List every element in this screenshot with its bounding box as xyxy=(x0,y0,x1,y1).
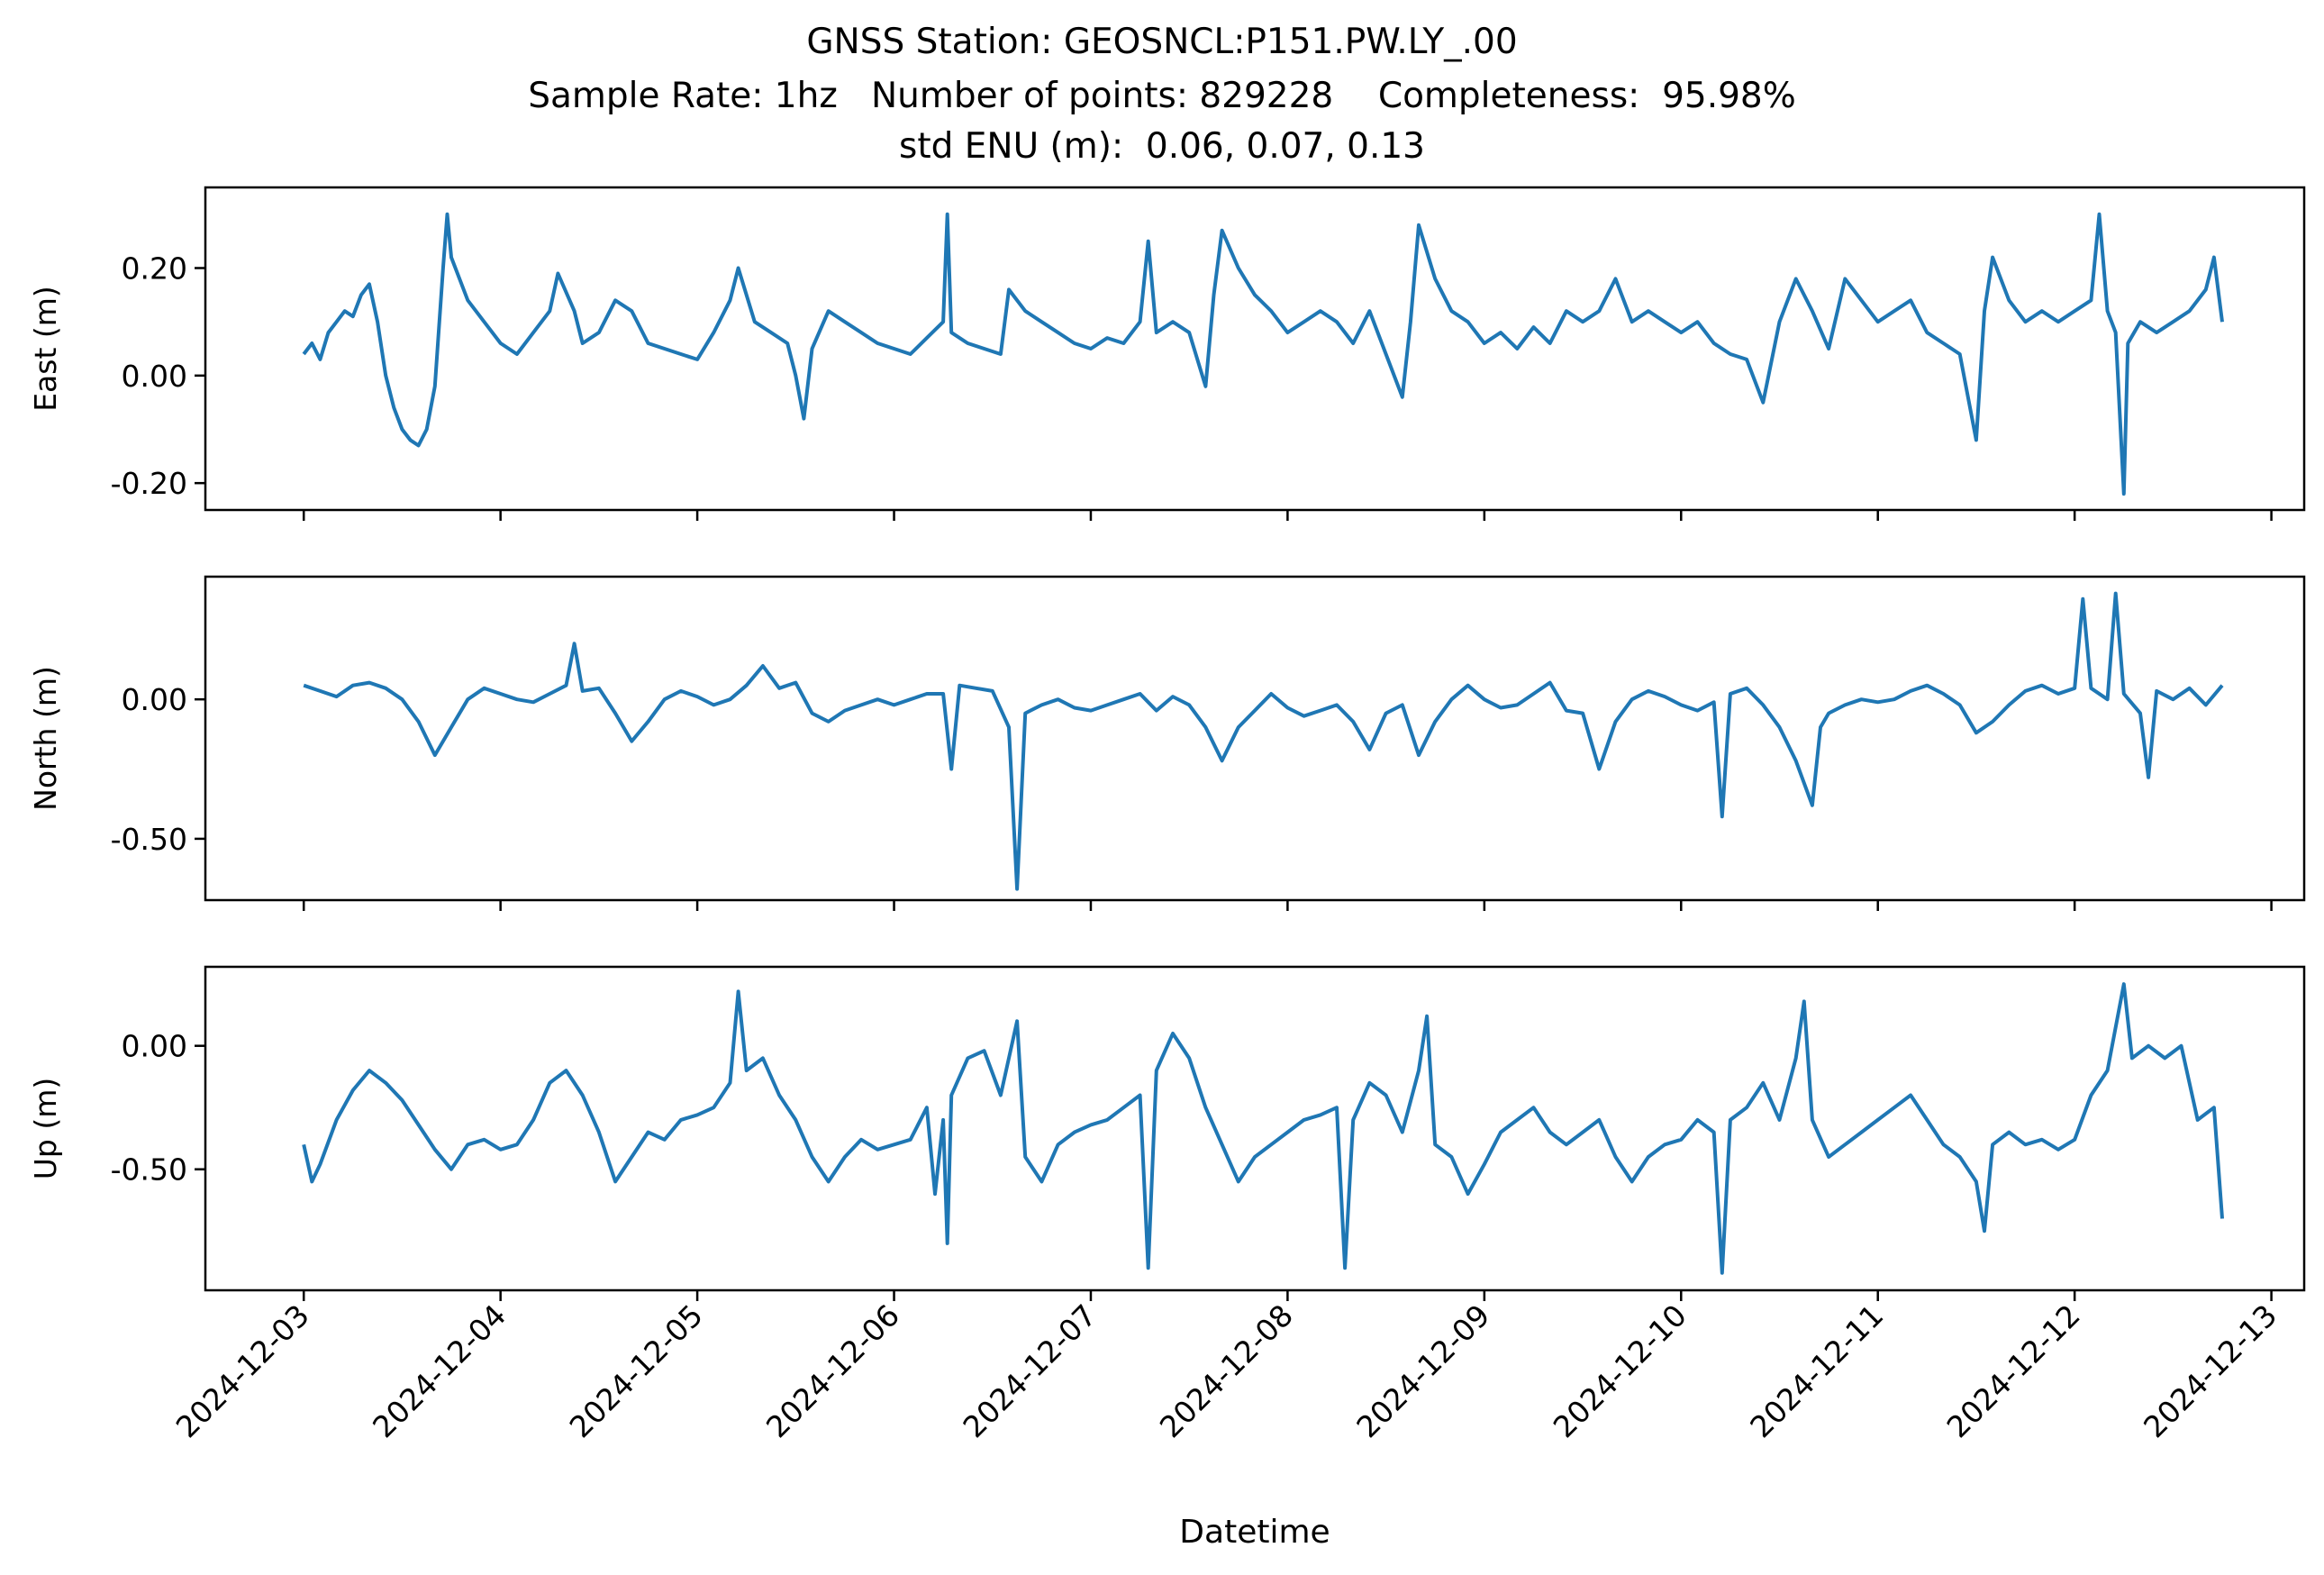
east-ytick-label: -0.20 xyxy=(111,466,187,501)
xtick-label: 2024-12-13 xyxy=(2137,1297,2283,1444)
xtick-label: 2024-12-07 xyxy=(956,1297,1103,1444)
north-series-line xyxy=(303,591,2224,891)
xtick-label: 2024-12-12 xyxy=(1940,1297,2087,1444)
chart-std-line: std ENU (m): 0.06, 0.07, 0.13 xyxy=(899,126,1425,167)
up-series-line xyxy=(302,982,2224,1275)
east-ytick-label: 0.20 xyxy=(122,251,187,287)
xtick-label: 2024-12-10 xyxy=(1547,1297,1693,1444)
north-ytick-label: -0.50 xyxy=(111,822,187,857)
xtick-label: 2024-12-08 xyxy=(1153,1297,1300,1444)
xtick-label: 2024-12-03 xyxy=(169,1297,316,1444)
panel-up: -0.50 0.00 Up (m) 2024-12-03 2024-12-04 2024-… xyxy=(28,965,2306,1444)
up-axes-frame xyxy=(204,965,2306,1292)
east-series-line xyxy=(302,212,2224,496)
xtick-label: 2024-12-06 xyxy=(759,1297,906,1444)
up-ytick-label: 0.00 xyxy=(122,1029,187,1064)
x-axis-label: Datetime xyxy=(1179,1514,1330,1551)
chart-title: GNSS Station: GEOSNCL:P151.PW.LY_.00 xyxy=(806,22,1518,62)
up-y-axis-label: Up (m) xyxy=(28,1078,63,1180)
chart-subtitle: Sample Rate: 1hz Number of points: 82922… xyxy=(528,76,1796,116)
xtick-label: 2024-12-09 xyxy=(1349,1297,1496,1444)
panel-north: -0.50 0.00 North (m) xyxy=(28,575,2306,911)
xtick-label: 2024-12-05 xyxy=(563,1297,710,1444)
north-ytick-label: 0.00 xyxy=(122,682,187,717)
east-axes-frame xyxy=(204,186,2306,512)
north-y-axis-label: North (m) xyxy=(28,666,63,811)
panel-east: -0.20 0.00 0.20 East (m) xyxy=(28,186,2306,521)
east-y-axis-label: East (m) xyxy=(28,286,63,412)
north-axes-frame xyxy=(204,575,2306,902)
east-ytick-label: 0.00 xyxy=(122,359,187,394)
xtick-label: 2024-12-11 xyxy=(1743,1297,1890,1444)
up-ytick-label: -0.50 xyxy=(111,1152,187,1188)
xtick-label: 2024-12-04 xyxy=(366,1297,513,1444)
